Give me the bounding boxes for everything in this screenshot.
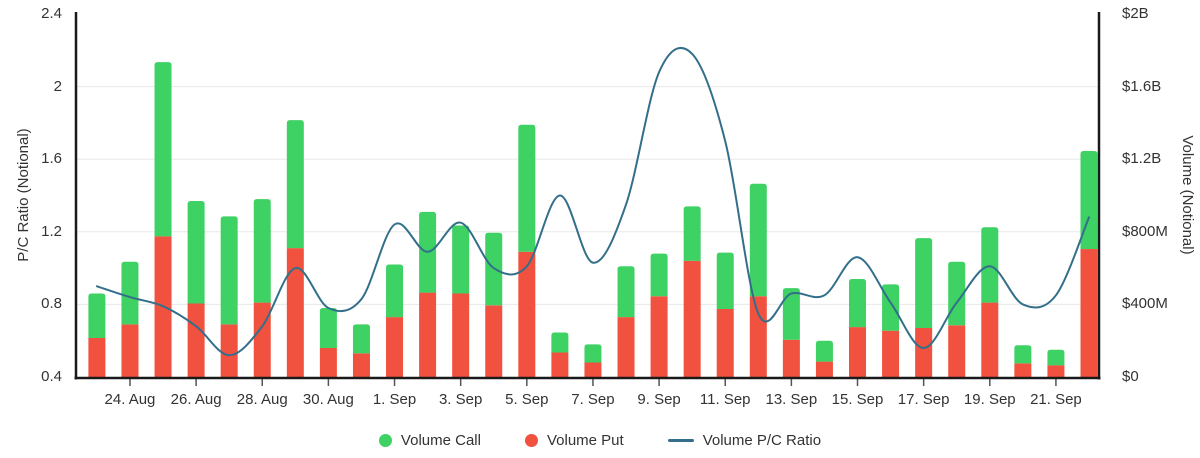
right-axis-tick-$2B: $2B bbox=[1122, 5, 1149, 22]
bar-put-9. Sep[interactable] bbox=[650, 296, 668, 378]
bar-call-24. Aug[interactable] bbox=[121, 261, 139, 325]
bar-put-7. Sep[interactable] bbox=[584, 362, 602, 378]
legend-item-volume-put[interactable]: Volume Put bbox=[524, 431, 624, 449]
bar-put-15. Sep[interactable] bbox=[849, 327, 867, 378]
bar-call-29. Aug[interactable] bbox=[286, 120, 304, 249]
bar-put-19. Sep[interactable] bbox=[981, 302, 999, 378]
bar-call-8. Sep[interactable] bbox=[617, 266, 635, 318]
bar-call-3. Sep[interactable] bbox=[452, 225, 470, 294]
bar-call-1. Sep[interactable] bbox=[386, 264, 404, 318]
legend-item-volume-call[interactable]: Volume Call bbox=[378, 431, 481, 449]
bar-put-31. Aug[interactable] bbox=[352, 353, 370, 378]
left-axis-tick-1.6: 1.6 bbox=[41, 150, 62, 168]
bar-call-9. Sep[interactable] bbox=[650, 253, 668, 297]
left-axis-tick-2.4: 2.4 bbox=[41, 5, 62, 22]
x-axis-tick-30. Aug: 30. Aug bbox=[302, 391, 354, 408]
right-axis-tick-$0: $0 bbox=[1122, 368, 1139, 385]
bar-put-16. Sep[interactable] bbox=[882, 330, 900, 378]
bar-call-13. Sep[interactable] bbox=[782, 288, 800, 340]
x-axis-tick-26. Aug: 26. Aug bbox=[170, 391, 222, 408]
x-axis-tick-15. Sep: 15. Sep bbox=[831, 391, 884, 408]
bar-call-5. Sep[interactable] bbox=[518, 124, 536, 252]
x-axis-tick-11. Sep: 11. Sep bbox=[699, 391, 751, 408]
bar-put-4. Sep[interactable] bbox=[485, 305, 503, 378]
bar-call-25. Aug[interactable] bbox=[154, 62, 172, 237]
x-axis-tick-19. Sep: 19. Sep bbox=[963, 391, 1016, 408]
bar-put-2. Sep[interactable] bbox=[419, 292, 437, 378]
bar-put-18. Sep[interactable] bbox=[948, 325, 966, 378]
bar-call-21. Sep[interactable] bbox=[1047, 349, 1065, 366]
bar-call-6. Sep[interactable] bbox=[551, 332, 569, 353]
bar-put-1. Sep[interactable] bbox=[386, 317, 404, 378]
volume-pc-ratio-line-icon bbox=[667, 438, 694, 442]
bar-put-28. Aug[interactable] bbox=[253, 302, 271, 378]
legend-label-volume-call: Volume Call bbox=[400, 431, 481, 449]
legend-item-volume-pc-ratio[interactable]: Volume P/C Ratio bbox=[667, 431, 822, 449]
right-axis-tick-$1.6B: $1.6B bbox=[1122, 77, 1162, 95]
bar-put-3. Sep[interactable] bbox=[452, 293, 470, 378]
bar-put-12. Sep[interactable] bbox=[749, 296, 767, 378]
x-axis-tick-13. Sep: 13. Sep bbox=[765, 391, 818, 408]
bar-call-23. Aug[interactable] bbox=[88, 293, 106, 338]
x-axis-tick-28. Aug: 28. Aug bbox=[236, 391, 288, 408]
bar-put-26. Aug[interactable] bbox=[187, 303, 205, 378]
left-axis-title: P/C Ratio (Notional) bbox=[15, 128, 32, 262]
x-axis-tick-7. Sep: 7. Sep bbox=[571, 391, 615, 408]
bar-call-26. Aug[interactable] bbox=[187, 200, 205, 304]
bar-call-15. Sep[interactable] bbox=[849, 278, 867, 328]
bar-put-6. Sep[interactable] bbox=[551, 352, 569, 378]
bar-put-13. Sep[interactable] bbox=[782, 339, 800, 378]
bar-put-11. Sep[interactable] bbox=[716, 308, 734, 378]
legend: Volume Call Volume Put Volume P/C Ratio bbox=[0, 428, 1200, 452]
x-axis-tick-24. Aug: 24. Aug bbox=[104, 391, 156, 408]
x-axis-tick-5. Sep: 5. Sep bbox=[505, 391, 549, 408]
bar-put-20. Sep[interactable] bbox=[1014, 363, 1032, 378]
bar-call-20. Sep[interactable] bbox=[1014, 345, 1032, 364]
bar-put-29. Aug[interactable] bbox=[286, 248, 304, 378]
volume-call-dot-icon bbox=[378, 433, 392, 447]
bar-call-19. Sep[interactable] bbox=[981, 227, 999, 303]
bar-call-7. Sep[interactable] bbox=[584, 344, 602, 363]
bar-put-8. Sep[interactable] bbox=[617, 317, 635, 378]
bar-put-5. Sep[interactable] bbox=[518, 251, 536, 378]
bar-call-30. Aug[interactable] bbox=[319, 308, 337, 348]
x-axis-tick-3. Sep: 3. Sep bbox=[438, 391, 483, 408]
bar-put-10. Sep[interactable] bbox=[683, 260, 701, 378]
bar-put-17. Sep[interactable] bbox=[915, 327, 933, 378]
right-axis-tick-$800M: $800M bbox=[1122, 222, 1168, 240]
bar-call-22. Sep[interactable] bbox=[1080, 151, 1098, 250]
volume-put-dot-icon bbox=[524, 433, 538, 447]
bar-put-21. Sep[interactable] bbox=[1047, 365, 1065, 378]
bar-put-27. Aug[interactable] bbox=[220, 324, 238, 378]
legend-label-volume-pc-ratio: Volume P/C Ratio bbox=[702, 431, 822, 449]
left-axis-tick-2: 2 bbox=[53, 77, 62, 95]
left-axis-tick-0.8: 0.8 bbox=[41, 295, 62, 313]
right-axis-title: Volume (Notional) bbox=[1179, 135, 1196, 255]
bar-call-28. Aug[interactable] bbox=[253, 199, 271, 303]
left-axis-tick-0.4: 0.4 bbox=[41, 368, 62, 385]
right-axis-tick-$1.2B: $1.2B bbox=[1122, 150, 1162, 168]
bar-call-27. Aug[interactable] bbox=[220, 216, 238, 325]
bar-call-17. Sep[interactable] bbox=[915, 238, 933, 328]
x-axis-tick-9. Sep: 9. Sep bbox=[637, 391, 681, 408]
pc-ratio-line[interactable] bbox=[95, 46, 1090, 357]
bar-put-30. Aug[interactable] bbox=[319, 347, 337, 378]
bar-put-23. Aug[interactable] bbox=[88, 337, 106, 378]
bar-call-10. Sep[interactable] bbox=[683, 206, 701, 261]
bar-call-14. Sep[interactable] bbox=[815, 340, 833, 362]
bar-call-11. Sep[interactable] bbox=[716, 252, 734, 309]
left-axis-tick-1.2: 1.2 bbox=[41, 222, 62, 240]
x-axis-tick-21. Sep: 21. Sep bbox=[1030, 391, 1082, 408]
bar-put-22. Sep[interactable] bbox=[1080, 249, 1098, 378]
bar-call-12. Sep[interactable] bbox=[749, 183, 767, 297]
legend-label-volume-put: Volume Put bbox=[546, 431, 624, 449]
bar-call-31. Aug[interactable] bbox=[352, 324, 370, 354]
x-axis-tick-17. Sep: 17. Sep bbox=[897, 391, 950, 408]
x-axis-tick-1. Sep: 1. Sep bbox=[372, 391, 417, 408]
bar-put-14. Sep[interactable] bbox=[815, 361, 833, 378]
right-axis-tick-$400M: $400M bbox=[1122, 295, 1168, 313]
bar-put-24. Aug[interactable] bbox=[121, 324, 139, 378]
